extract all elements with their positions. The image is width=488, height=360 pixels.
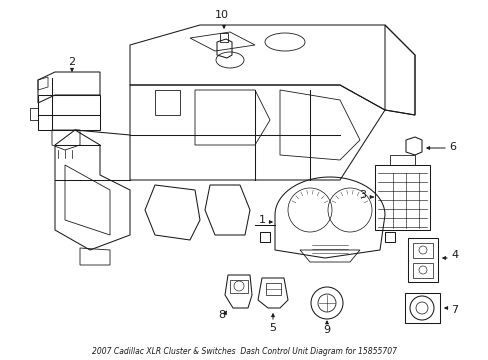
Text: 6: 6 bbox=[448, 142, 456, 152]
Text: 5: 5 bbox=[269, 323, 276, 333]
Text: 1: 1 bbox=[258, 215, 265, 225]
Text: 2: 2 bbox=[68, 57, 76, 67]
Text: 3: 3 bbox=[359, 190, 366, 200]
Text: 4: 4 bbox=[450, 250, 458, 260]
Text: 9: 9 bbox=[323, 325, 330, 335]
Text: 10: 10 bbox=[215, 10, 228, 20]
Text: 8: 8 bbox=[218, 310, 225, 320]
Text: 7: 7 bbox=[450, 305, 458, 315]
Text: 2007 Cadillac XLR Cluster & Switches  Dash Control Unit Diagram for 15855707: 2007 Cadillac XLR Cluster & Switches Das… bbox=[92, 347, 396, 356]
